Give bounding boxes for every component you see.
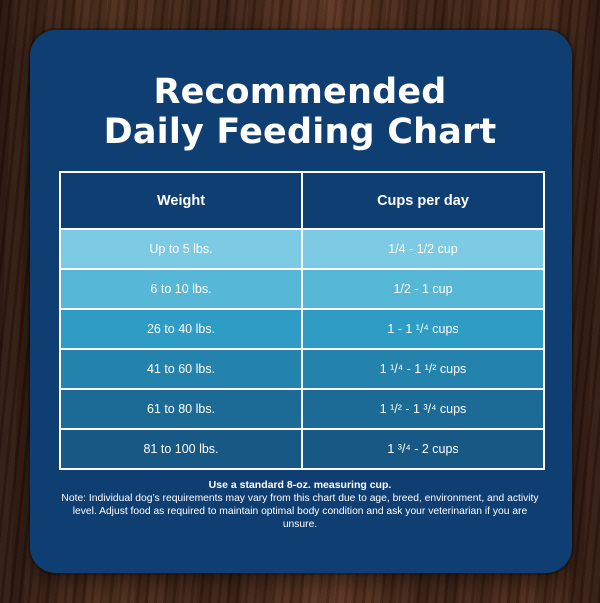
table-row: Up to 5 lbs. 1/4 - 1/2 cup	[61, 230, 543, 268]
header-divider	[61, 228, 543, 230]
weight-cell: 61 to 80 lbs.	[61, 390, 303, 428]
table-header-row: Weight Cups per day	[61, 173, 543, 228]
title-line-2: Daily Feeding Chart	[103, 112, 497, 152]
title-line-1: Recommended	[153, 72, 447, 112]
header-cups-per-day: Cups per day	[303, 173, 543, 228]
header-weight: Weight	[61, 173, 303, 228]
row-divider	[61, 308, 543, 310]
page-title: Recommended Daily Feeding Chart	[0, 72, 600, 152]
weight-cell: 81 to 100 lbs.	[61, 430, 303, 468]
cups-cell: 1/4 - 1/2 cup	[303, 230, 543, 268]
cups-cell: 1 - 1 ¹/⁴ cups	[303, 310, 543, 348]
measuring-cup-note: Use a standard 8-oz. measuring cup.	[208, 479, 392, 491]
cups-cell: 1/2 - 1 cup	[303, 270, 543, 308]
table-row: 81 to 100 lbs. 1 ³/⁴ - 2 cups	[61, 430, 543, 468]
row-divider	[61, 428, 543, 430]
weight-cell: 26 to 40 lbs.	[61, 310, 303, 348]
weight-cell: 41 to 60 lbs.	[61, 350, 303, 388]
feeding-table: Weight Cups per day Up to 5 lbs. 1/4 - 1…	[59, 171, 545, 470]
cups-cell: 1 ¹/⁴ - 1 ¹/² cups	[303, 350, 543, 388]
table-row: 41 to 60 lbs. 1 ¹/⁴ - 1 ¹/² cups	[61, 350, 543, 388]
disclaimer-note: Note: Individual dog’s requirements may …	[61, 493, 539, 530]
table-row: 26 to 40 lbs. 1 - 1 ¹/⁴ cups	[61, 310, 543, 348]
cups-cell: 1 ¹/² - 1 ³/⁴ cups	[303, 390, 543, 428]
cups-cell: 1 ³/⁴ - 2 cups	[303, 430, 543, 468]
weight-cell: Up to 5 lbs.	[61, 230, 303, 268]
table-row: 61 to 80 lbs. 1 ¹/² - 1 ³/⁴ cups	[61, 390, 543, 428]
weight-cell: 6 to 10 lbs.	[61, 270, 303, 308]
row-divider	[61, 348, 543, 350]
table-row: 6 to 10 lbs. 1/2 - 1 cup	[61, 270, 543, 308]
row-divider	[61, 268, 543, 270]
row-divider	[61, 388, 543, 390]
